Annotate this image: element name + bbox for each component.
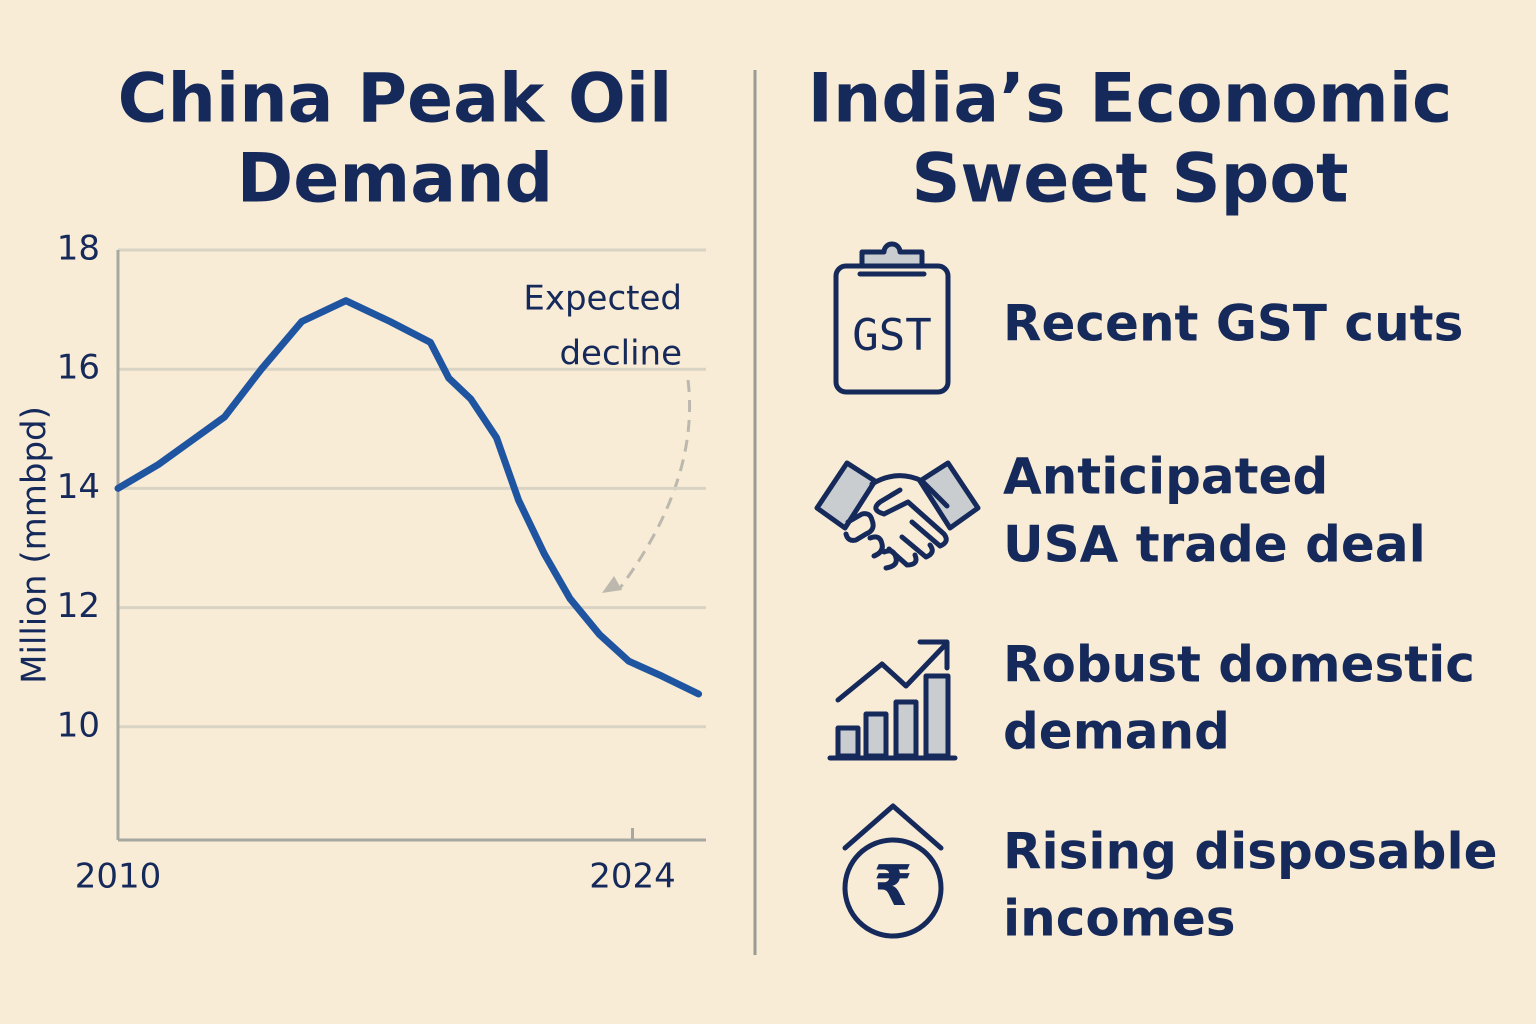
item-text: Robust domestic	[1003, 636, 1475, 694]
item-text: demand	[1003, 703, 1230, 761]
rupee-icon	[842, 803, 944, 939]
icon-label: GST	[852, 310, 931, 361]
growth-icon	[827, 639, 958, 761]
panel-title: India’s Economic	[808, 60, 1453, 139]
chart-title: Demand	[237, 140, 553, 219]
data-line	[114, 297, 703, 698]
item-text: Recent GST cuts	[1003, 295, 1463, 353]
annotation-arrowhead	[602, 576, 622, 593]
annotation-arrow	[618, 379, 692, 589]
x-tick-label: 2010	[75, 857, 162, 897]
handshake-icon	[814, 460, 981, 571]
y-axis-label: Million (mmbpd)	[15, 406, 55, 684]
item-text: Rising disposable	[1003, 823, 1498, 881]
annotation: decline	[559, 334, 682, 374]
chart-title: China Peak Oil	[118, 60, 673, 139]
clipboard-icon	[833, 241, 951, 395]
y-tick-label: 10	[57, 705, 100, 745]
y-tick-label: 14	[57, 467, 100, 507]
item-text: incomes	[1003, 890, 1236, 948]
y-tick-label: 12	[57, 586, 100, 626]
annotation: Expected	[523, 279, 682, 319]
icon-label: ₹	[874, 854, 913, 919]
item-text: USA trade deal	[1003, 516, 1426, 574]
panel-title: Sweet Spot	[911, 140, 1348, 219]
y-tick-label: 18	[57, 229, 100, 269]
y-tick-label: 16	[57, 348, 100, 388]
x-tick-label: 2024	[589, 857, 676, 897]
item-text: Anticipated	[1003, 448, 1328, 506]
